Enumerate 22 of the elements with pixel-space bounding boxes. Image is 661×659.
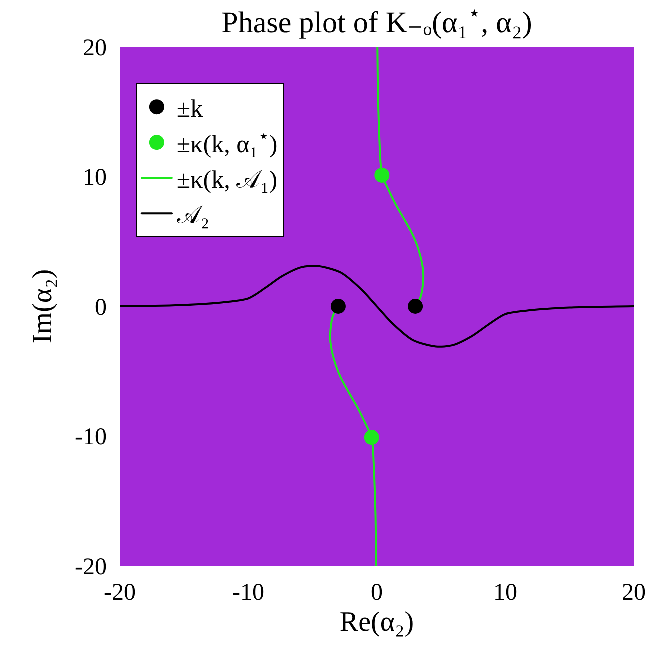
point <box>364 430 380 446</box>
x-tick-label: -10 <box>232 580 264 606</box>
x-tick-label: 20 <box>622 580 646 606</box>
x-axis-title: Re(α₂) <box>340 607 414 638</box>
y-tick-label: -10 <box>75 424 107 451</box>
legend-label: ±k <box>176 96 204 123</box>
point <box>374 168 390 183</box>
x-tick-label: 10 <box>494 580 518 606</box>
x-tick-label: 0 <box>371 580 383 606</box>
legend-label: ±κ(k, 𝒜₁) <box>176 166 278 194</box>
y-tick-label: -20 <box>75 554 107 580</box>
point <box>330 299 346 314</box>
legend-label: ±κ(k, α₁$^{⋆}$) <box>176 126 278 158</box>
y-tick-label: 10 <box>83 165 107 192</box>
x-tick-label: -20 <box>104 580 136 606</box>
chart-title: Phase plot of K₋ₒ(α₁$^{⋆}$, α₂) <box>222 0 532 40</box>
y-axis-title: Im(α₂) <box>28 269 59 344</box>
point <box>408 299 424 314</box>
y-tick-label: 0 <box>95 294 107 321</box>
line-series <box>120 265 634 348</box>
y-tick-label: 20 <box>83 35 107 62</box>
legend-label: 𝒜₂ <box>176 202 210 230</box>
